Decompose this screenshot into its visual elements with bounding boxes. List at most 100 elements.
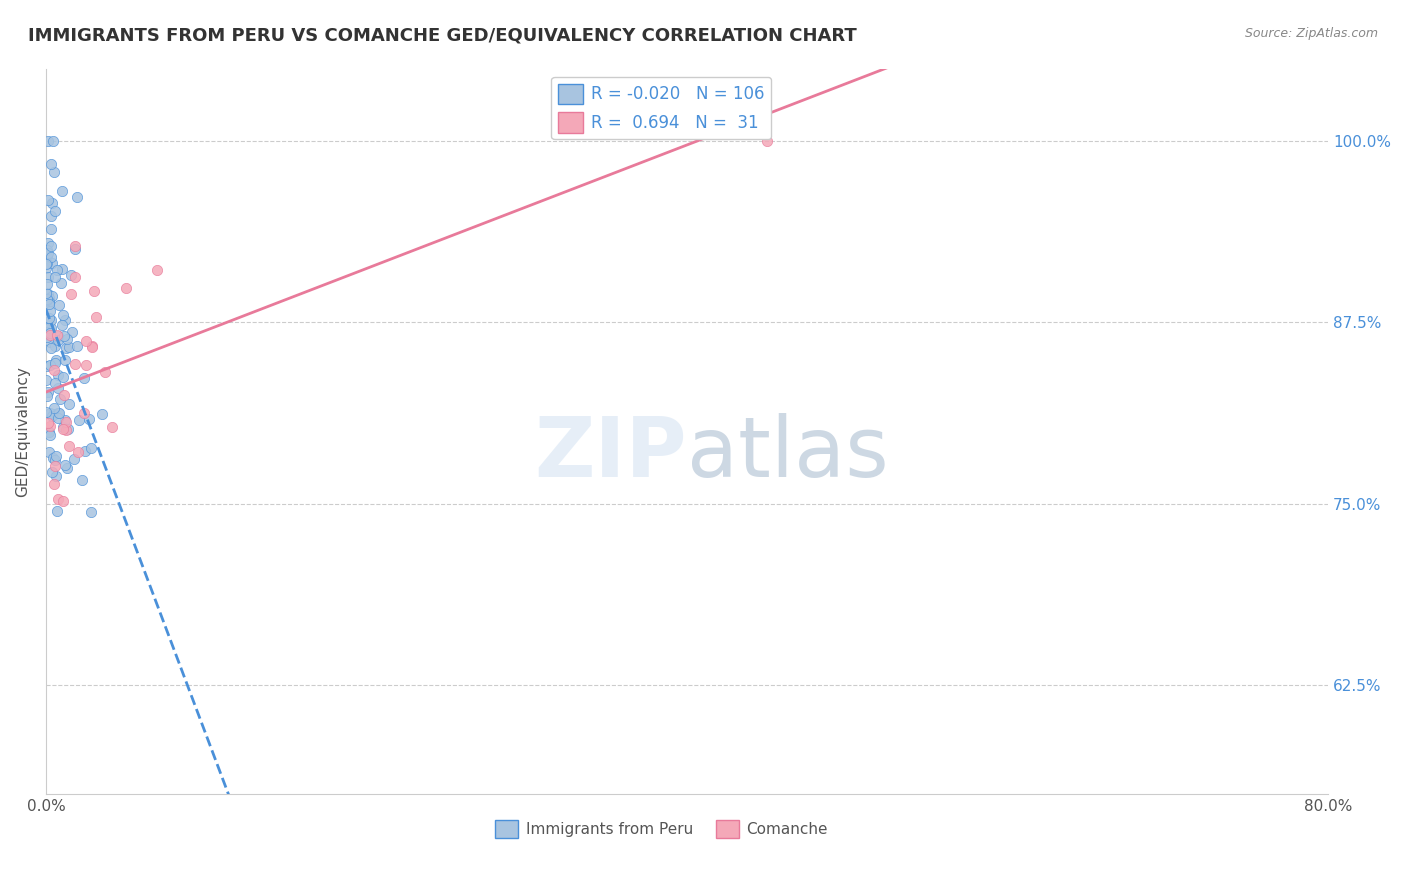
Point (80, 442, 103, 456)
Point (35, 315, 58, 329)
Point (35, 373, 58, 387)
Point (37, 389, 59, 403)
Point (39, 358, 62, 372)
Point (38, 295, 60, 310)
Point (60, 325, 83, 339)
Point (37, 385, 59, 400)
Point (44, 269, 66, 284)
Point (37, 249, 59, 263)
Point (39, 239, 62, 253)
Point (41, 409, 63, 423)
Point (67, 445, 90, 459)
Point (39, 157, 62, 171)
Point (41, 256, 63, 270)
Point (41, 289, 63, 303)
Point (39, 335, 62, 350)
Point (37, 193, 59, 207)
Point (56, 460, 79, 475)
Point (37, 236, 59, 251)
Point (52, 370, 75, 384)
Point (48, 298, 70, 312)
Point (77, 412, 100, 426)
Point (46, 333, 69, 347)
Point (146, 263, 169, 277)
Point (38, 406, 60, 420)
Point (38, 294, 60, 309)
Point (48, 406, 70, 420)
Point (63, 242, 86, 256)
Point (53, 352, 76, 367)
Point (90, 407, 112, 421)
Point (56, 422, 79, 436)
Point (53, 313, 76, 327)
Point (39, 321, 62, 335)
Point (37, 246, 59, 260)
Point (58, 340, 80, 354)
Point (44, 338, 66, 352)
Point (44, 453, 66, 467)
Text: atlas: atlas (688, 412, 889, 493)
Point (63, 239, 86, 253)
Point (46, 381, 69, 395)
Point (52, 419, 75, 434)
Text: ZIP: ZIP (534, 412, 688, 493)
Point (37, 270, 59, 285)
Point (51, 184, 73, 198)
Point (44, 355, 66, 369)
Point (55, 415, 77, 429)
Point (51, 318, 73, 332)
Point (42, 450, 65, 465)
Point (75, 359, 97, 373)
Point (52, 388, 75, 402)
Point (83, 285, 105, 299)
Point (37, 134, 59, 148)
Text: Source: ZipAtlas.com: Source: ZipAtlas.com (1244, 27, 1378, 40)
Point (55, 332, 77, 346)
Point (46, 504, 69, 518)
Point (35, 256, 58, 270)
Point (63, 357, 86, 371)
Point (39, 342, 62, 356)
Point (55, 424, 77, 438)
Point (48, 410, 70, 425)
Point (37, 287, 59, 301)
Point (756, 134, 779, 148)
Point (52, 422, 75, 436)
Point (51, 262, 73, 277)
Point (73, 406, 96, 420)
Text: IMMIGRANTS FROM PERU VS COMANCHE GED/EQUIVALENCY CORRELATION CHART: IMMIGRANTS FROM PERU VS COMANCHE GED/EQU… (28, 27, 856, 45)
Point (38, 326, 60, 340)
Point (35, 285, 58, 300)
Point (44, 401, 66, 415)
Point (46, 329, 69, 343)
Point (63, 451, 86, 466)
Point (73, 443, 96, 458)
Point (39, 428, 62, 442)
Point (42, 134, 65, 148)
Point (39, 250, 62, 264)
Point (45, 327, 67, 342)
Point (37, 416, 59, 430)
Point (39, 313, 62, 327)
Point (42, 407, 65, 421)
Point (46, 368, 69, 383)
Point (38, 327, 60, 342)
Point (38, 425, 60, 439)
Point (53, 328, 76, 343)
Point (44, 204, 66, 219)
Point (66, 190, 89, 204)
Point (67, 413, 90, 427)
Point (46, 406, 69, 420)
Point (58, 397, 80, 411)
Point (39, 304, 62, 318)
Point (35, 277, 58, 291)
Point (39, 419, 62, 434)
Point (49, 392, 72, 406)
Point (35, 330, 58, 344)
Point (44, 477, 66, 491)
Point (86, 310, 108, 325)
Point (101, 420, 124, 434)
Point (45, 263, 67, 277)
Point (42, 164, 65, 178)
Point (38, 311, 60, 326)
